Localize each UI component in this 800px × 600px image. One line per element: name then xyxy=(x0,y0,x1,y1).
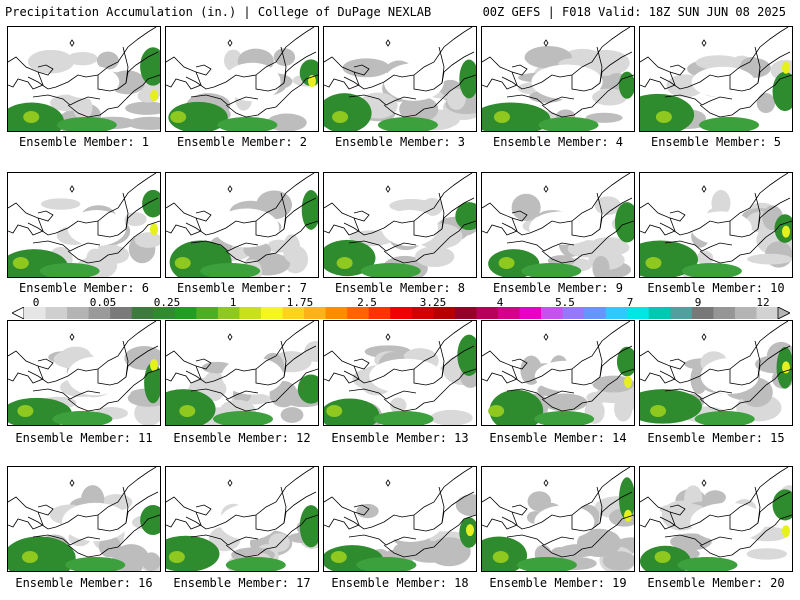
colorbar-swatch xyxy=(670,307,693,319)
colorbar-swatch xyxy=(648,307,671,319)
ensemble-member-label: Ensemble Member: 3 xyxy=(334,135,466,149)
colorbar-swatch xyxy=(196,307,219,319)
ensemble-member-label: Ensemble Member: 4 xyxy=(492,135,624,149)
ensemble-member-label: Ensemble Member: 19 xyxy=(489,576,627,590)
colorbar-swatch xyxy=(713,307,736,319)
ensemble-panel xyxy=(323,26,477,132)
colorbar-swatch xyxy=(131,307,154,319)
colorbar-swatch xyxy=(347,307,370,319)
colorbar-swatch xyxy=(390,307,413,319)
ensemble-member-label: Ensemble Member: 10 xyxy=(647,281,785,295)
colorbar-tick-label: 2.5 xyxy=(357,296,377,309)
ensemble-panel xyxy=(639,320,793,426)
colorbar-swatch xyxy=(368,307,391,319)
colorbar-swatch xyxy=(476,307,499,319)
colorbar-swatch xyxy=(627,307,650,319)
ensemble-panel xyxy=(481,26,635,132)
colorbar-swatch xyxy=(325,307,348,319)
ensemble-member-label: Ensemble Member: 18 xyxy=(331,576,469,590)
colorbar-tick-label: 1.75 xyxy=(286,296,314,309)
ensemble-member-label: Ensemble Member: 20 xyxy=(647,576,785,590)
colorbar-swatch xyxy=(260,307,284,319)
colorbar-swatch xyxy=(519,307,542,319)
ensemble-member-label: Ensemble Member: 11 xyxy=(15,431,153,445)
colorbar-swatch xyxy=(304,307,327,319)
colorbar-swatch xyxy=(153,307,176,319)
ensemble-member-label: Ensemble Member: 1 xyxy=(18,135,150,149)
ensemble-member-label: Ensemble Member: 14 xyxy=(489,431,627,445)
colorbar-swatch xyxy=(691,307,714,319)
ensemble-member-label: Ensemble Member: 15 xyxy=(647,431,785,445)
ensemble-member-label: Ensemble Member: 9 xyxy=(492,281,624,295)
colorbar-swatch xyxy=(454,307,477,319)
colorbar-swatch xyxy=(239,307,262,319)
ensemble-panel xyxy=(481,466,635,572)
ensemble-member-label: Ensemble Member: 5 xyxy=(650,135,782,149)
ensemble-member-label: Ensemble Member: 16 xyxy=(15,576,153,590)
colorbar-swatch xyxy=(433,307,456,319)
ensemble-panel xyxy=(165,320,319,426)
ensemble-panel xyxy=(323,172,477,278)
ensemble-panel xyxy=(639,26,793,132)
ensemble-panel xyxy=(7,172,161,278)
valid-time: 00Z GEFS | F018 Valid: 18Z SUN JUN 08 20… xyxy=(482,5,786,19)
colorbar-tick-label: 3.25 xyxy=(419,296,447,309)
colorbar-swatch xyxy=(584,307,607,319)
ensemble-member-label: Ensemble Member: 17 xyxy=(173,576,311,590)
ensemble-panel xyxy=(323,466,477,572)
ensemble-panel xyxy=(323,320,477,426)
colorbar-swatch xyxy=(217,307,240,319)
colorbar-swatch xyxy=(411,307,434,319)
colorbar-swatch xyxy=(24,307,47,319)
ensemble-panel xyxy=(481,320,635,426)
ensemble-panel xyxy=(7,26,161,132)
colorbar-swatch xyxy=(110,307,133,319)
colorbar-swatch xyxy=(541,307,564,319)
ensemble-member-label: Ensemble Member: 13 xyxy=(331,431,469,445)
colorbar-swatch xyxy=(605,307,628,319)
colorbar-tick-label: 0.25 xyxy=(153,296,181,309)
map-title: Precipitation Accumulation (in.) | Colle… xyxy=(5,5,432,19)
colorbar-swatch xyxy=(562,307,585,319)
colorbar-tick-label: 0.05 xyxy=(89,296,117,309)
ensemble-panel xyxy=(639,172,793,278)
colorbar-tick-label: 9 xyxy=(694,296,702,309)
colorbar-swatch xyxy=(45,307,68,319)
ensemble-panel xyxy=(165,172,319,278)
ensemble-panel xyxy=(165,26,319,132)
colorbar-swatch xyxy=(734,307,757,319)
colorbar-swatch xyxy=(88,307,111,319)
colorbar-swatch xyxy=(497,307,520,319)
colorbar-tick-label: 12 xyxy=(756,296,770,309)
ensemble-panel xyxy=(7,466,161,572)
colorbar-tick-label: 5.5 xyxy=(555,296,575,309)
colorbar-tick-label: 1 xyxy=(229,296,237,309)
ensemble-member-label: Ensemble Member: 12 xyxy=(173,431,311,445)
colorbar-tick-label: 7 xyxy=(626,296,634,309)
colorbar-swatch xyxy=(282,307,305,319)
colorbar-swatch xyxy=(67,307,90,319)
colorbar-tick-label: 4 xyxy=(496,296,504,309)
ensemble-panel xyxy=(165,466,319,572)
precip-colorbar xyxy=(12,307,790,319)
ensemble-panel xyxy=(481,172,635,278)
ensemble-member-label: Ensemble Member: 8 xyxy=(334,281,466,295)
ensemble-panel xyxy=(639,466,793,572)
ensemble-member-label: Ensemble Member: 2 xyxy=(176,135,308,149)
ensemble-panel xyxy=(7,320,161,426)
colorbar-swatch xyxy=(174,307,197,319)
ensemble-member-label: Ensemble Member: 7 xyxy=(176,281,308,295)
colorbar-swatch xyxy=(756,307,779,319)
ensemble-member-label: Ensemble Member: 6 xyxy=(18,281,150,295)
colorbar-tick-label: 0 xyxy=(32,296,40,309)
